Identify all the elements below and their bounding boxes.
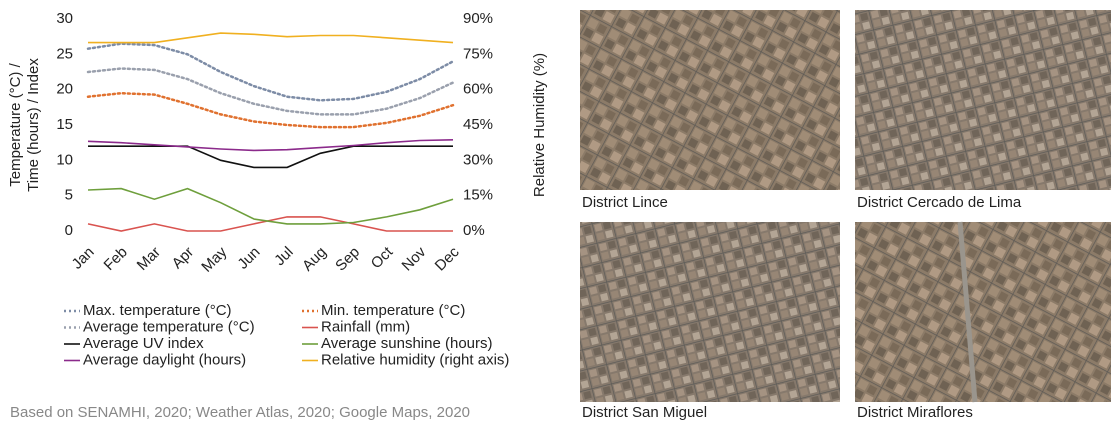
legend-label: Average sunshine (hours): [321, 335, 493, 352]
y-tick-label: 20: [56, 81, 73, 98]
series-line: [86, 67, 455, 116]
x-tick-label: Jun: [234, 244, 263, 273]
y-axis-label: Temperature (°C) /: [7, 62, 24, 186]
series-line: [87, 216, 453, 232]
image-caption: District San Miguel: [582, 404, 707, 421]
image-caption: District Cercado de Lima: [857, 194, 1022, 211]
y2-axis-label: Relative Humidity (%): [531, 53, 548, 197]
aerial-image: [580, 10, 840, 190]
x-tick-label: Dec: [432, 243, 463, 274]
image-caption: District Miraflores: [857, 404, 973, 421]
x-tick-label: Jul: [271, 244, 297, 270]
y2-tick-label: 0%: [463, 222, 485, 239]
y2-tick-label: 45%: [463, 116, 493, 133]
y2-tick-label: 30%: [463, 151, 493, 168]
x-tick-label: Nov: [399, 243, 430, 274]
series-line: [88, 32, 454, 44]
series-line: [87, 139, 454, 152]
x-tick-label: Feb: [101, 244, 131, 274]
image-caption: District Lince: [582, 194, 668, 211]
y2-tick-label: 90%: [463, 10, 493, 27]
series-line: [86, 91, 455, 129]
x-tick-label: May: [198, 243, 230, 275]
y-tick-label: 5: [65, 187, 73, 204]
y-tick-label: 15: [56, 116, 73, 133]
legend-label: Relative humidity (right axis): [321, 351, 509, 368]
y2-tick-label: 15%: [463, 187, 493, 204]
x-tick-label: Aug: [299, 244, 330, 275]
y-axis-label: Time (hours) / Index: [25, 58, 42, 192]
aerial-image: [855, 222, 1111, 402]
legend-label: Average UV index: [83, 335, 204, 352]
x-tick-label: Apr: [169, 244, 198, 273]
series-line: [86, 42, 455, 102]
y-tick-label: 10: [56, 151, 73, 168]
x-tick-label: Sep: [332, 244, 363, 275]
legend-label: Rainfall (mm): [321, 318, 410, 335]
x-tick-label: Jan: [69, 244, 98, 273]
aerial-image: [855, 10, 1111, 190]
y-tick-label: 0: [65, 222, 73, 239]
y2-tick-label: 60%: [463, 81, 493, 98]
series-line: [87, 187, 454, 225]
highway: [957, 221, 978, 403]
y2-tick-label: 75%: [463, 45, 493, 62]
source-note: Based on SENAMHI, 2020; Weather Atlas, 2…: [10, 404, 470, 421]
series-line: [88, 145, 453, 169]
legend-label: Min. temperature (°C): [321, 302, 465, 319]
x-tick-label: Oct: [368, 243, 397, 272]
legend-label: Average temperature (°C): [83, 318, 255, 335]
x-tick-label: Mar: [134, 244, 164, 274]
legend-label: Average daylight (hours): [83, 351, 246, 368]
y-tick-label: 30: [56, 10, 73, 27]
y-tick-label: 25: [56, 45, 73, 62]
aerial-image: [580, 222, 840, 402]
legend-label: Max. temperature (°C): [83, 302, 232, 319]
